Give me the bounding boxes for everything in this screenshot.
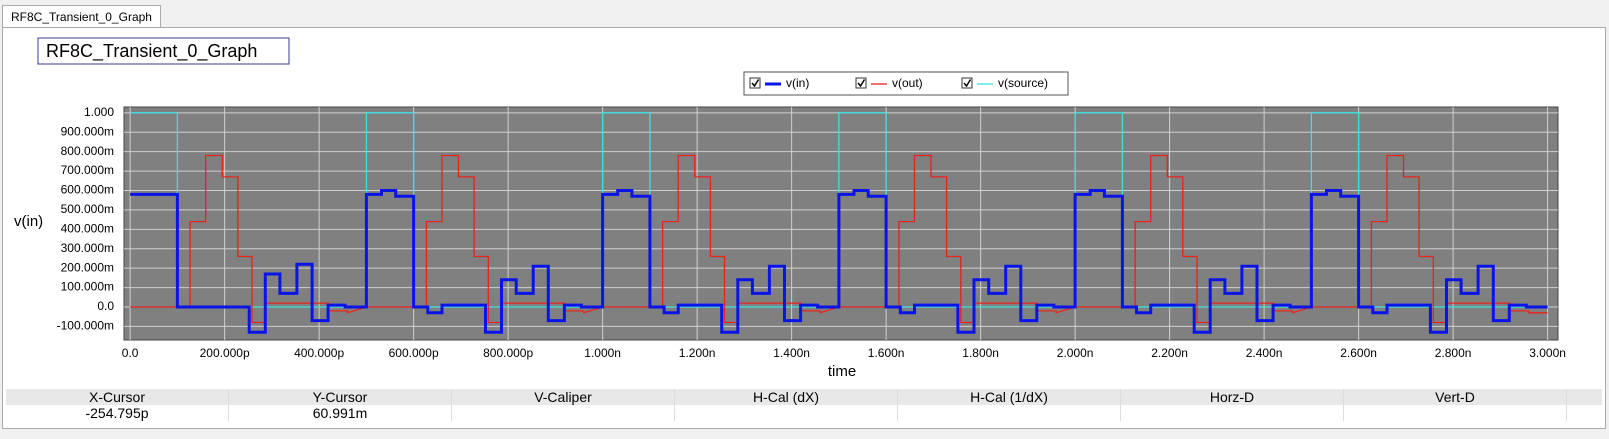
x-tick-label: 2.000n: [1057, 346, 1094, 360]
legend-label: v(out): [892, 76, 923, 90]
graph-tab[interactable]: RF8C_Transient_0_Graph: [2, 5, 161, 28]
y-tick-label: 900.000m: [61, 124, 114, 138]
series-line: [130, 189, 1548, 334]
x-tick-label: 3.000n: [1529, 346, 1566, 360]
legend-check: [963, 79, 972, 88]
x-tick-label: 1.800n: [962, 346, 999, 360]
value-cell: [1344, 405, 1567, 421]
header-cell: Horz-D: [1121, 389, 1344, 405]
x-tick-label: 2.800n: [1435, 346, 1472, 360]
y-axis-label: v(in): [14, 213, 43, 230]
x-tick-label: 1.000n: [584, 346, 621, 360]
x-tick-label: 200.000p: [200, 346, 250, 360]
chart: RF8C_Transient_0_Graph v(in) time 1.000 9…: [14, 37, 1566, 380]
value-cell: [675, 405, 898, 421]
title-box: [37, 37, 290, 65]
y-tick-label: 600.000m: [61, 183, 114, 197]
legend-box: [743, 71, 1069, 96]
header-cell: Vert-D: [1344, 389, 1567, 405]
value-cell: [1121, 405, 1344, 421]
legend-label: v(source): [998, 76, 1048, 90]
value-cell: [898, 405, 1121, 421]
header-cell: V-Caliper: [452, 389, 675, 405]
legend-checkbox[interactable]: [749, 77, 761, 89]
x-tick-label: 400.000p: [294, 346, 344, 360]
value-row: -254.795p 60.991m: [6, 405, 1602, 421]
legend-label: v(in): [786, 76, 809, 90]
value-cell: -254.795p: [6, 405, 229, 421]
header-cell: H-Cal (dX): [675, 389, 898, 405]
y-tick-label: 400.000m: [61, 221, 114, 235]
header-cell: H-Cal (1/dX): [898, 389, 1121, 405]
legend-check: [857, 79, 866, 88]
y-tick-label: 200.000m: [61, 260, 114, 274]
x-tick-label: 1.400n: [773, 346, 810, 360]
value-cell: 60.991m: [229, 405, 452, 421]
x-tick-label: 800.000p: [483, 346, 533, 360]
y-tick-label: 0.0: [97, 299, 114, 313]
y-tick-label: 700.000m: [61, 163, 114, 177]
x-tick-label: 0.0: [122, 346, 139, 360]
y-tick-label: 100.000m: [61, 280, 114, 294]
value-cell: [452, 405, 675, 421]
y-tick-label: 1.000: [84, 105, 114, 119]
y-tick-label: 300.000m: [61, 241, 114, 255]
x-tick-label: 600.000p: [389, 346, 439, 360]
legend-check: [751, 79, 760, 88]
x-tick-label: 2.400n: [1246, 346, 1283, 360]
cursor-table: X-Cursor Y-Cursor V-Caliper H-Cal (dX) H-Cal…: [6, 389, 1602, 421]
x-tick-label: 2.200n: [1151, 346, 1188, 360]
y-tick-label: 500.000m: [61, 202, 114, 216]
x-tick-label: 1.600n: [868, 346, 905, 360]
header-cell: X-Cursor: [6, 389, 229, 405]
plot-area: [123, 106, 1559, 341]
y-tick-label: -100.000m: [57, 319, 114, 333]
x-axis-label: time: [828, 363, 856, 380]
legend-checkbox[interactable]: [855, 77, 867, 89]
header-row: X-Cursor Y-Cursor V-Caliper H-Cal (dX) H-Cal…: [6, 389, 1602, 405]
header-cell: Y-Cursor: [229, 389, 452, 405]
chart-title: RF8C_Transient_0_Graph: [46, 41, 257, 62]
y-tick-label: 800.000m: [61, 144, 114, 158]
legend-checkbox[interactable]: [961, 77, 973, 89]
x-tick-label: 1.200n: [679, 346, 716, 360]
x-tick-label: 2.600n: [1340, 346, 1377, 360]
